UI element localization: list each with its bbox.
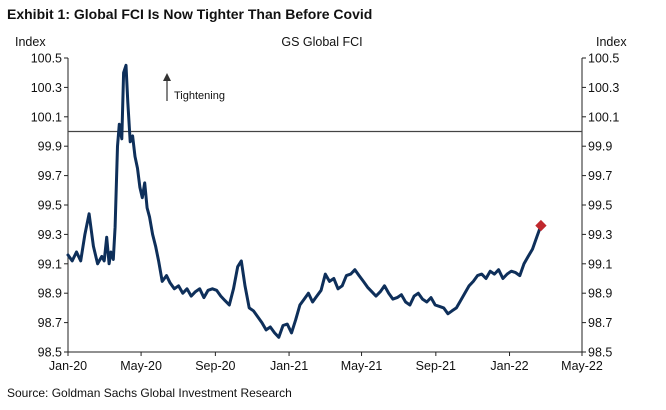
latest-value-marker: [535, 219, 547, 232]
x-tick-labels: Jan-20 May-20 Sep-20 Jan-21 May-21 Sep-21 Jan-…: [49, 359, 603, 373]
y-tick-label-right: 98.5: [588, 346, 612, 360]
y-tick-labels-right: 100.5 100.3 100.1 99.9 99.7 99.5 99.3 99.1 98.9 9…: [588, 52, 619, 360]
y-axis-label-right: Index: [596, 35, 627, 49]
x-tick-label: Sep-21: [416, 359, 456, 373]
x-tick-label: May-22: [561, 359, 603, 373]
y-tick-label-left: 99.5: [38, 199, 62, 213]
y-tick-label-left: 99.7: [38, 169, 62, 183]
y-tick-label-left: 99.1: [38, 257, 62, 271]
y-tick-label-left: 100.5: [31, 52, 62, 66]
x-tick-label: May-20: [120, 359, 162, 373]
y-axis-label-left: Index: [15, 35, 46, 49]
tightening-annotation: Tightening: [163, 73, 225, 102]
y-tick-label-right: 99.1: [588, 257, 612, 271]
x-tick-label: Jan-20: [49, 359, 87, 373]
y-tick-label-right: 100.3: [588, 81, 619, 95]
arrow-head-icon: [163, 73, 171, 81]
y-tick-label-right: 100.1: [588, 110, 619, 124]
y-tick-label-left: 98.7: [38, 316, 62, 330]
y-tick-label-left: 99.3: [38, 228, 62, 242]
y-tick-label-left: 98.9: [38, 287, 62, 301]
axes: [64, 57, 586, 356]
x-tick-label: May-21: [341, 359, 383, 373]
x-tick-label: Sep-20: [195, 359, 235, 373]
y-tick-label-right: 99.3: [588, 228, 612, 242]
source-note: Source: Goldman Sachs Global Investment …: [7, 386, 292, 400]
y-tick-label-right: 99.7: [588, 169, 612, 183]
y-tick-labels-left: 100.5 100.3 100.1 99.9 99.7 99.5 99.3 99.1 98.9 9…: [31, 52, 62, 360]
fci-series-line: [66, 63, 543, 339]
y-tick-label-right: 99.9: [588, 140, 612, 154]
exhibit-title: Exhibit 1: Global FCI Is Now Tighter Tha…: [7, 6, 373, 22]
y-tick-label-right: 98.7: [588, 316, 612, 330]
y-tick-label-left: 100.1: [31, 110, 62, 124]
y-tick-label-left: 98.5: [38, 346, 62, 360]
chart-title: GS Global FCI: [281, 35, 362, 49]
y-tick-label-right: 98.9: [588, 287, 612, 301]
x-tick-label: Jan-22: [490, 359, 528, 373]
x-tick-label: Jan-21: [270, 359, 308, 373]
y-tick-label-right: 100.5: [588, 52, 619, 66]
y-tick-label-left: 100.3: [31, 81, 62, 95]
y-tick-label-left: 99.9: [38, 140, 62, 154]
annotation-label: Tightening: [174, 90, 225, 102]
y-tick-label-right: 99.5: [588, 199, 612, 213]
